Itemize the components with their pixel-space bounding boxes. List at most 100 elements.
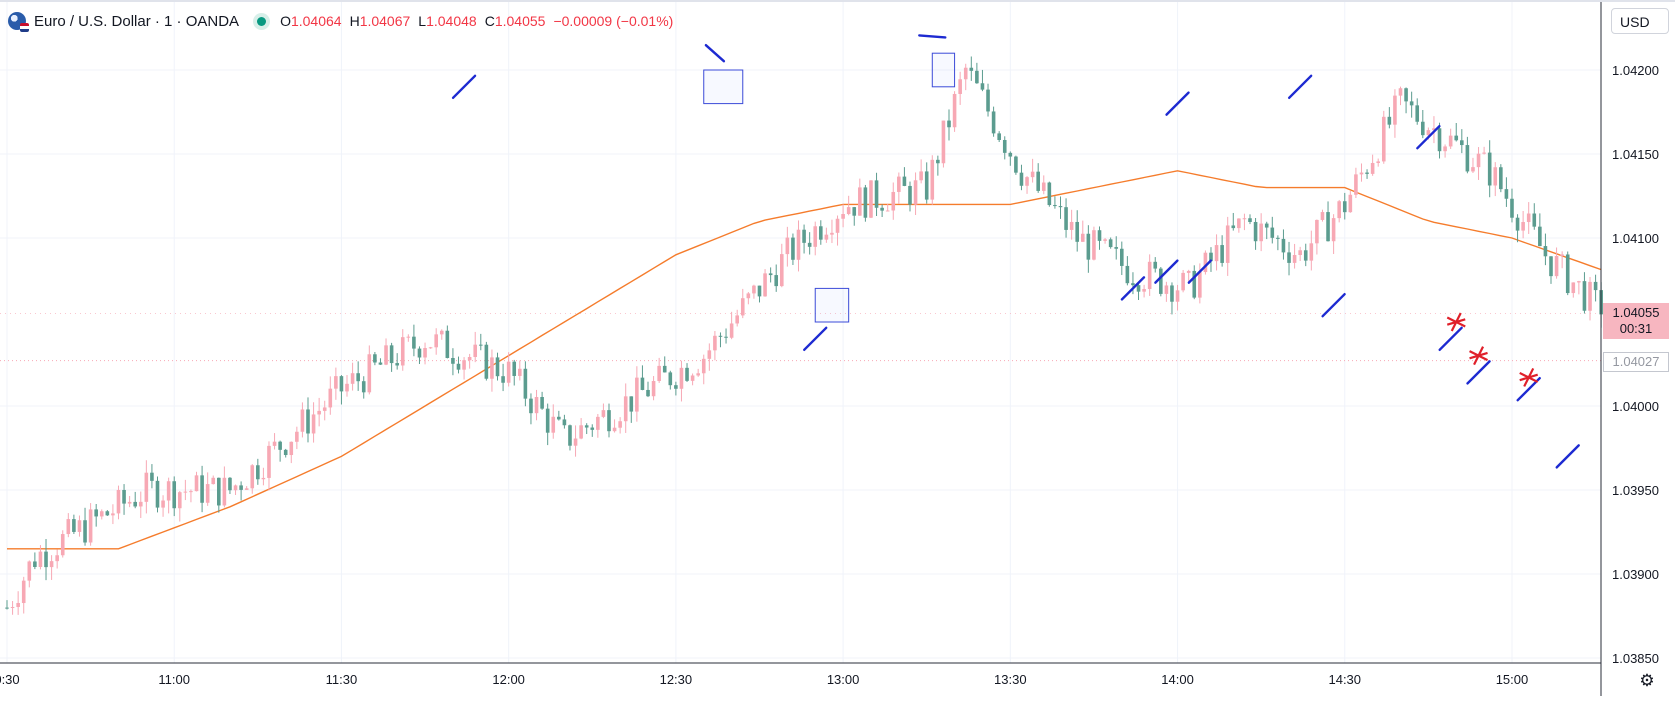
currency-selector[interactable]: USD bbox=[1611, 8, 1669, 34]
symbol-title[interactable]: Euro / U.S. Dollar · 1 · OANDA bbox=[34, 12, 240, 30]
candle-body bbox=[334, 376, 338, 389]
candle-body bbox=[1203, 252, 1208, 273]
candle-body bbox=[640, 377, 645, 390]
last-price-value: 1.04055 bbox=[1612, 305, 1660, 320]
candle-body bbox=[1320, 212, 1325, 220]
candle-body bbox=[60, 534, 65, 556]
candle-body bbox=[969, 67, 974, 71]
candle-body bbox=[300, 409, 305, 432]
candle-body bbox=[1499, 167, 1503, 190]
candle-body bbox=[1365, 172, 1369, 174]
candle-body bbox=[1220, 245, 1224, 263]
candle-body bbox=[690, 375, 695, 381]
y-tick-label: 1.03950 bbox=[1612, 483, 1659, 498]
candle-body bbox=[462, 360, 466, 370]
candle-body bbox=[189, 491, 193, 493]
candle-body bbox=[1370, 162, 1375, 174]
candle-body bbox=[779, 254, 784, 287]
y-tick-label: 1.03900 bbox=[1612, 567, 1659, 582]
candle-body bbox=[127, 501, 132, 504]
candle-body bbox=[5, 607, 9, 609]
candle-body bbox=[986, 89, 990, 112]
candle-body bbox=[44, 551, 48, 568]
candle-body bbox=[952, 93, 957, 128]
candle-body bbox=[272, 441, 277, 446]
candle-body bbox=[222, 477, 227, 506]
candle-body bbox=[1471, 167, 1475, 172]
candle-body bbox=[66, 519, 71, 535]
candle-body bbox=[891, 191, 896, 211]
candle-body bbox=[1348, 194, 1353, 213]
candle-body bbox=[1577, 281, 1581, 283]
candle-body bbox=[283, 449, 288, 456]
candle-body bbox=[473, 344, 478, 358]
candle-body bbox=[1131, 283, 1135, 286]
candle-body bbox=[356, 373, 360, 382]
candle-body bbox=[1515, 217, 1520, 231]
candle-body bbox=[913, 180, 918, 205]
high-label: H bbox=[349, 13, 360, 29]
candle-body bbox=[813, 226, 818, 247]
candle-body bbox=[701, 358, 706, 374]
close-label: C bbox=[484, 13, 495, 29]
x-tick-label: 0:30 bbox=[0, 672, 20, 687]
candle-body bbox=[495, 357, 500, 377]
drawings[interactable] bbox=[451, 34, 1580, 469]
candle-body bbox=[635, 377, 639, 412]
candle-body bbox=[551, 416, 556, 433]
candle-body bbox=[417, 348, 422, 358]
candle-body bbox=[763, 273, 767, 297]
open-value: 1.04064 bbox=[290, 13, 342, 29]
trend-line-drawing bbox=[1120, 276, 1146, 301]
candle-body bbox=[395, 363, 399, 366]
candle-body bbox=[200, 475, 204, 503]
last-price-label: 1.04055 00:31 bbox=[1603, 303, 1669, 339]
candle-body bbox=[83, 520, 87, 543]
candle-body bbox=[752, 285, 756, 294]
y-tick-label: 1.04000 bbox=[1612, 399, 1659, 414]
cross-stroke bbox=[1519, 373, 1539, 382]
candle-body bbox=[1225, 225, 1230, 263]
candle-body bbox=[975, 70, 979, 84]
candle-body bbox=[841, 214, 845, 219]
candle-body bbox=[116, 489, 121, 514]
candle-body bbox=[997, 133, 1001, 140]
candle-body bbox=[1415, 105, 1420, 122]
candle-body bbox=[1253, 221, 1258, 242]
candle-body bbox=[802, 229, 806, 243]
candle-body bbox=[155, 480, 160, 508]
candle-body bbox=[791, 237, 795, 260]
ma-line bbox=[7, 170, 1602, 550]
candle-body bbox=[345, 383, 349, 392]
trend-line-drawing bbox=[451, 74, 477, 100]
candle-body bbox=[724, 336, 728, 338]
trend-line-drawing bbox=[803, 326, 828, 351]
candle-body bbox=[233, 485, 238, 491]
market-status-icon[interactable] bbox=[257, 16, 267, 26]
candle-body bbox=[846, 207, 851, 215]
bar-countdown: 00:31 bbox=[1619, 321, 1653, 336]
candle-body bbox=[629, 396, 634, 412]
gear-icon[interactable]: ⚙ bbox=[1639, 671, 1655, 690]
candle-body bbox=[1287, 252, 1291, 263]
candle-body bbox=[885, 210, 890, 212]
candle-body bbox=[478, 344, 483, 346]
candle-body bbox=[668, 372, 673, 386]
candle-body bbox=[557, 416, 561, 420]
change-value: −0.00009 (−0.01%) bbox=[553, 13, 674, 29]
candles bbox=[5, 56, 1603, 615]
candle-body bbox=[529, 398, 533, 414]
candle-body bbox=[1398, 88, 1403, 96]
candle-body bbox=[707, 350, 712, 359]
candle-body bbox=[467, 357, 472, 361]
candle-body bbox=[1264, 223, 1269, 228]
candle-body bbox=[144, 472, 149, 502]
candle-body bbox=[339, 376, 344, 392]
candle-body bbox=[1014, 156, 1018, 173]
x-tick-label: 15:00 bbox=[1496, 672, 1529, 687]
candle-body bbox=[540, 397, 544, 409]
candle-body bbox=[1120, 248, 1124, 266]
